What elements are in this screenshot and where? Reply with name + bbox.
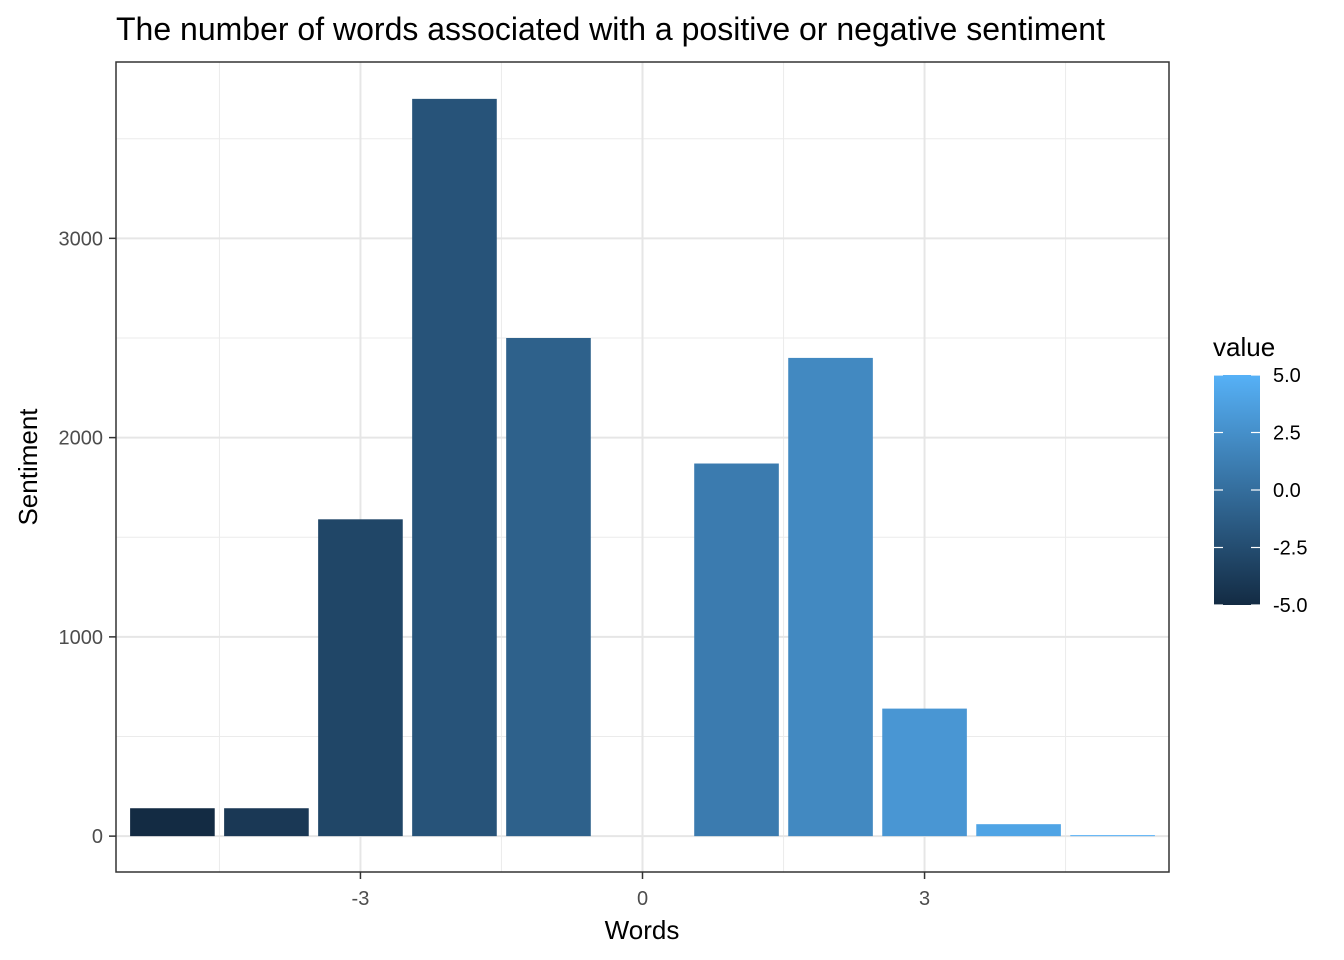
bar--5 xyxy=(130,808,215,837)
x-axis-ticks: -3 0 3 xyxy=(352,872,930,910)
bar-2 xyxy=(788,357,873,837)
x-tick-label-1: 0 xyxy=(637,888,648,910)
bar--4 xyxy=(224,808,309,837)
bar-3 xyxy=(882,708,967,837)
legend-title: value xyxy=(1213,332,1275,362)
legend: value 5.0 2.5 0.0 -2.5 -5.0 xyxy=(1213,332,1307,617)
legend-label-0: 5.0 xyxy=(1273,365,1301,387)
chart-title: The number of words associated with a po… xyxy=(116,11,1105,47)
y-tick-label-3: 3000 xyxy=(59,228,104,250)
legend-label-2: 0.0 xyxy=(1273,480,1301,502)
legend-ticks: 5.0 2.5 0.0 -2.5 -5.0 xyxy=(1214,365,1307,617)
y-axis-ticks: 0 1000 2000 3000 xyxy=(59,228,116,848)
bar--3 xyxy=(318,519,403,837)
bar--2 xyxy=(412,98,497,837)
legend-label-4: -5.0 xyxy=(1273,595,1307,617)
bar-5 xyxy=(1070,835,1155,837)
x-tick-label-2: 3 xyxy=(919,888,930,910)
y-tick-label-2: 2000 xyxy=(59,428,104,450)
bar-4 xyxy=(976,824,1061,837)
legend-label-3: -2.5 xyxy=(1273,538,1307,560)
y-axis-title: Sentiment xyxy=(13,408,43,526)
x-tick-label-0: -3 xyxy=(352,888,370,910)
bars xyxy=(130,98,1155,837)
x-axis-title: Words xyxy=(605,915,680,945)
bar--1 xyxy=(506,337,591,837)
y-tick-label-1: 1000 xyxy=(59,627,104,649)
bar-1 xyxy=(694,463,779,837)
legend-label-1: 2.5 xyxy=(1273,423,1301,445)
y-tick-label-0: 0 xyxy=(92,826,103,848)
